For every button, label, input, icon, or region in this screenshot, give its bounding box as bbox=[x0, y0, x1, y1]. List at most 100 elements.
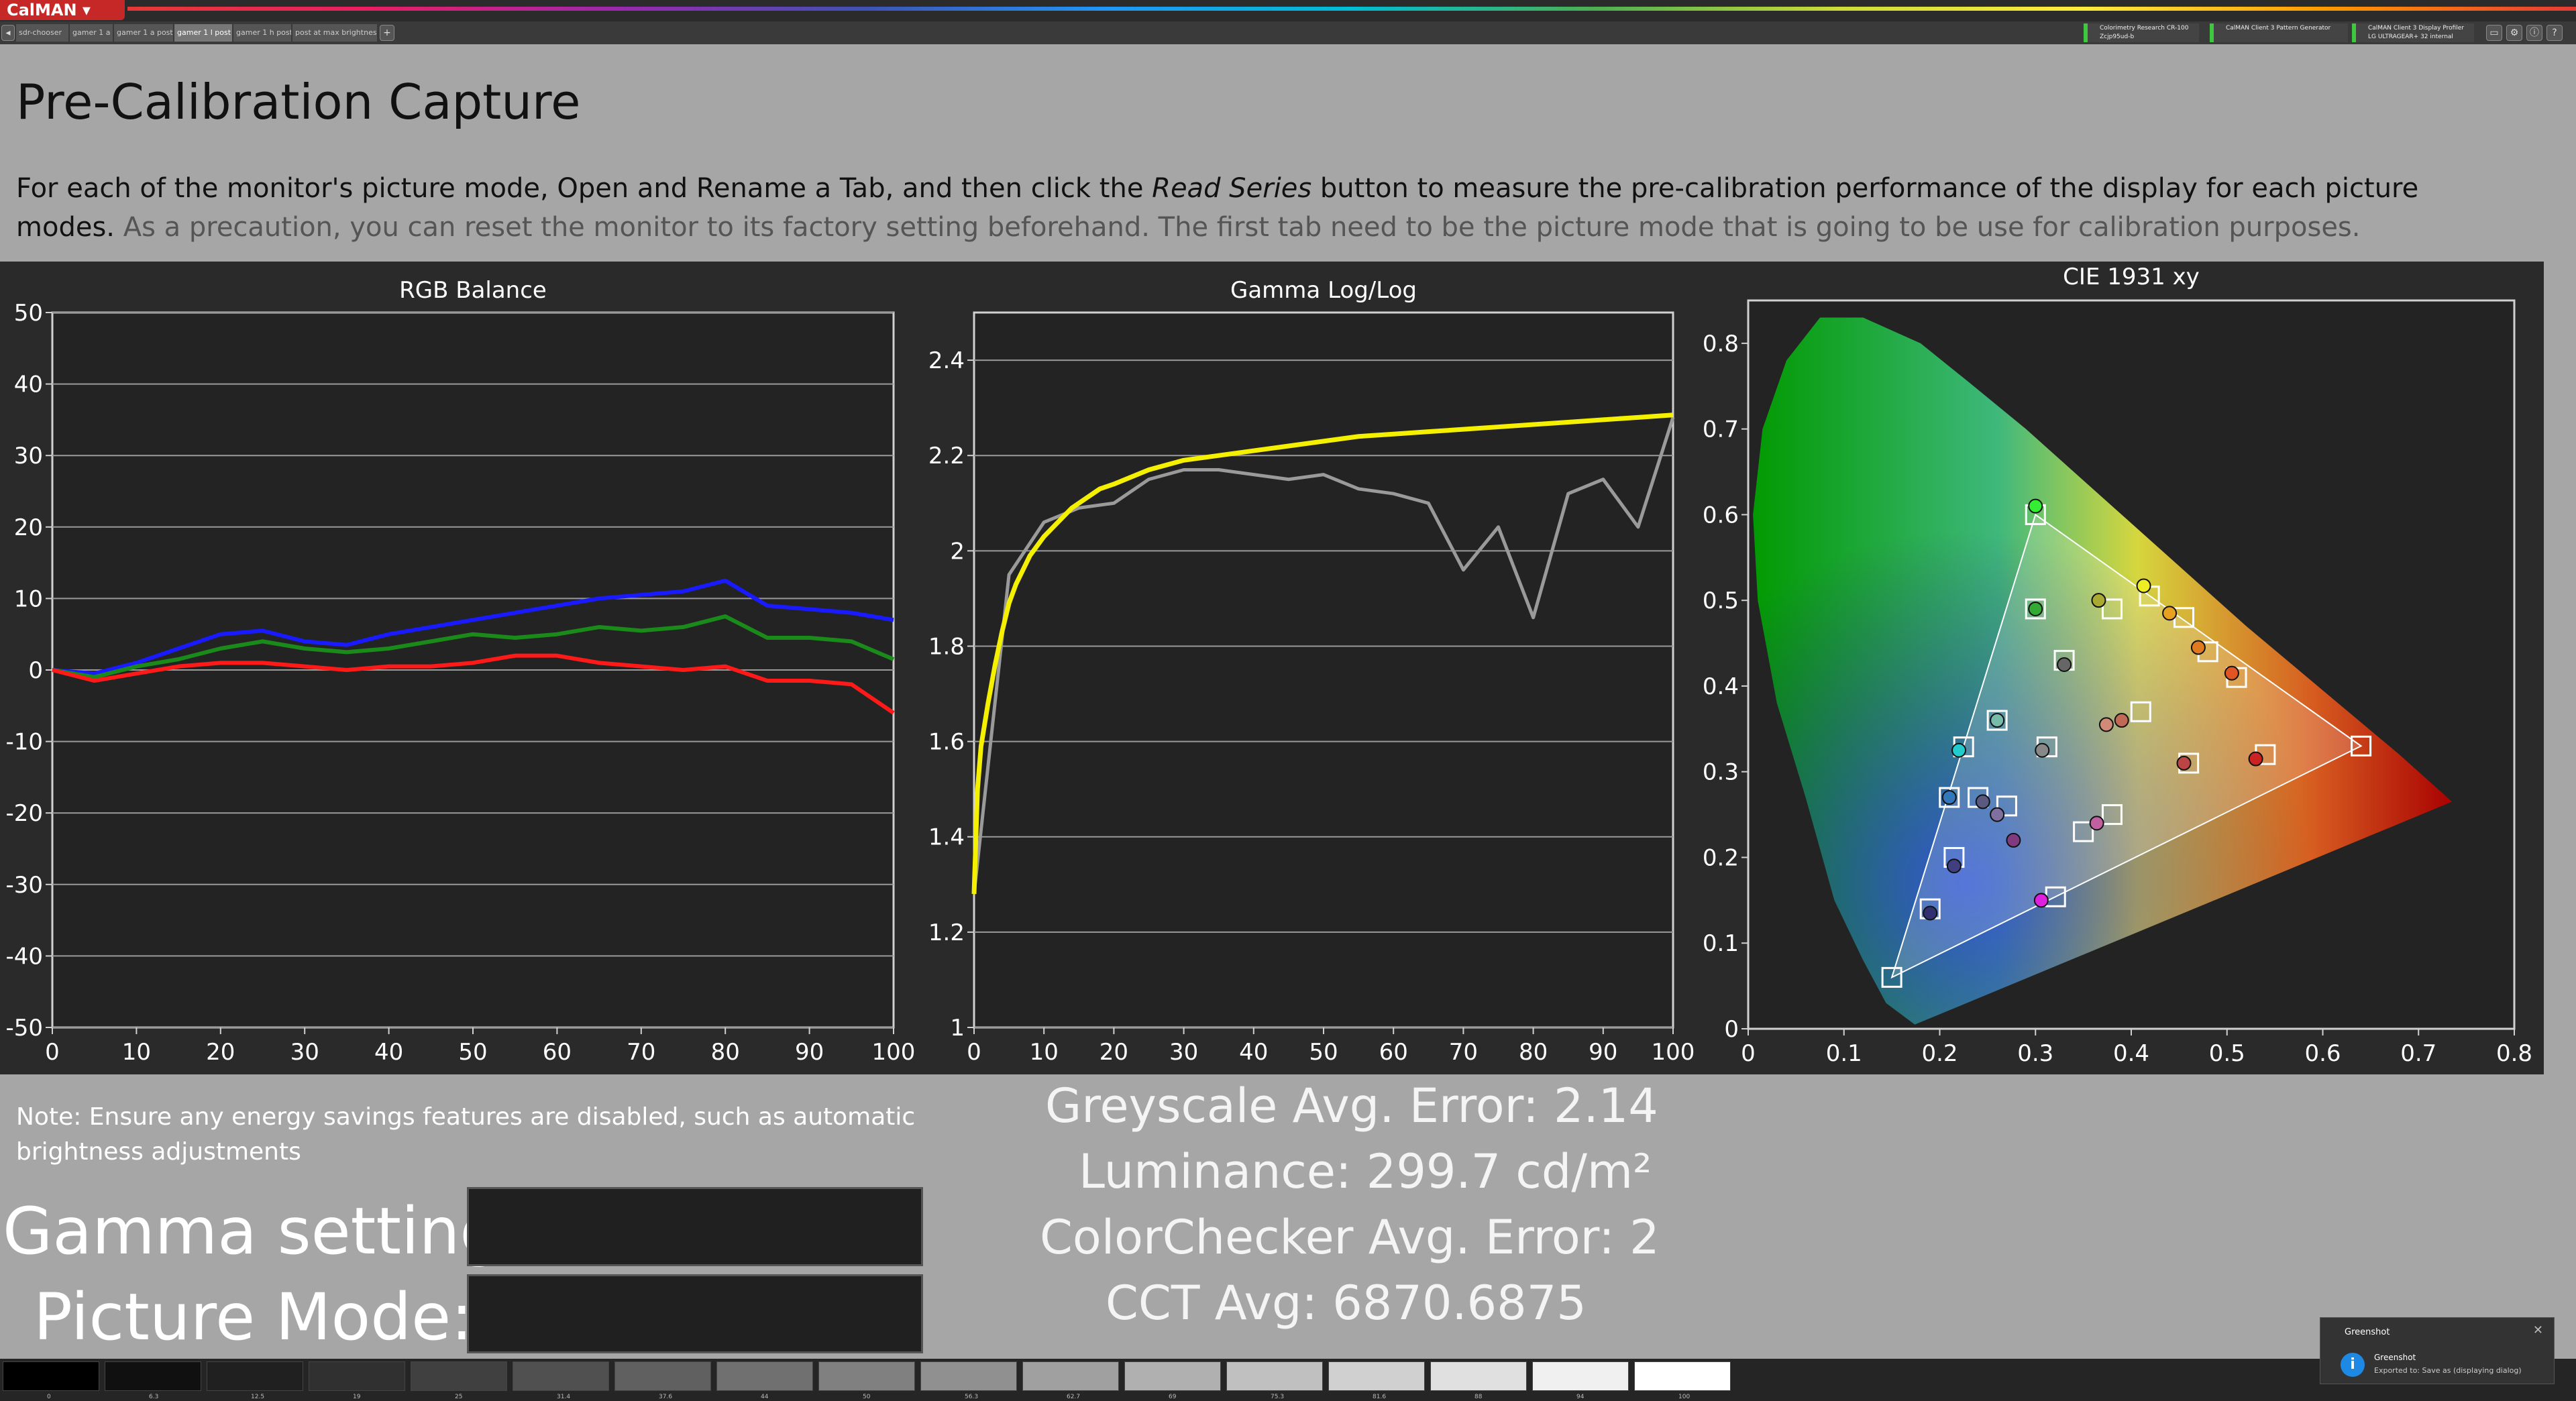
luminance-value: Luminance: 299.7 cd/m² bbox=[1079, 1144, 1652, 1199]
measured-point bbox=[2190, 640, 2206, 655]
greyscale-swatch[interactable] bbox=[3, 1361, 99, 1391]
swatch-label: 19 bbox=[353, 1394, 361, 1400]
measured-point bbox=[2035, 742, 2050, 758]
x-tick-label: 0.8 bbox=[2496, 1040, 2532, 1067]
x-tick-label: 40 bbox=[374, 1039, 403, 1066]
title-bar: CalMAN ▾ bbox=[0, 0, 2576, 21]
greenshot-notification[interactable]: Greenshot ✕ i Greenshot Exported to: Sav… bbox=[2320, 1317, 2555, 1384]
gamma-setting-field[interactable] bbox=[467, 1187, 923, 1266]
calman-logo-menu[interactable]: CalMAN ▾ bbox=[0, 0, 125, 20]
x-tick-label: 0 bbox=[45, 1039, 60, 1066]
measured-point bbox=[2028, 498, 2043, 514]
cie-blue-region bbox=[1753, 317, 2453, 1025]
swatch-label: 100 bbox=[1678, 1394, 1690, 1400]
target-square bbox=[1986, 710, 2008, 731]
plot-area-1 bbox=[973, 311, 1674, 1029]
gamma-target-line bbox=[971, 412, 1674, 895]
greyscale-swatch[interactable] bbox=[716, 1361, 813, 1391]
greyscale-swatch[interactable] bbox=[1634, 1361, 1731, 1391]
y-tick-label: 0 bbox=[28, 657, 43, 684]
pattern-generator-selector[interactable]: CalMAN Client 3 Pattern Generator bbox=[2210, 23, 2348, 42]
x-tick-label: 50 bbox=[1309, 1039, 1338, 1066]
measured-point bbox=[1975, 794, 1990, 809]
y-tick-label: 0 bbox=[1724, 1016, 1739, 1043]
greyscale-swatch[interactable] bbox=[411, 1361, 507, 1391]
picture-mode-field[interactable] bbox=[467, 1274, 923, 1353]
greyscale-swatch[interactable] bbox=[614, 1361, 711, 1391]
display-profiler-selector[interactable]: CalMAN Client 3 Display Profiler LG ULTR… bbox=[2352, 23, 2474, 42]
measured-point bbox=[1990, 713, 2005, 728]
y-tick-label: 0.5 bbox=[1703, 587, 1739, 614]
y-tick-label: 0.4 bbox=[1703, 673, 1739, 700]
target-square bbox=[2073, 821, 2094, 842]
y-tick-label: 1.8 bbox=[928, 633, 965, 660]
greyscale-swatch[interactable] bbox=[1226, 1361, 1323, 1391]
y-tick-label: 10 bbox=[14, 585, 43, 612]
notification-app-name: Greenshot bbox=[2345, 1327, 2390, 1337]
x-tick-label: 80 bbox=[711, 1039, 740, 1066]
read-series-emphasis: Read Series bbox=[1152, 173, 1312, 204]
x-tick-label: 30 bbox=[1169, 1039, 1198, 1066]
monitor-icon[interactable]: ▭ bbox=[2486, 25, 2502, 41]
y-tick-label: 1.4 bbox=[928, 824, 965, 851]
measured-point bbox=[2028, 601, 2043, 616]
x-tick-label: 100 bbox=[872, 1039, 916, 1066]
greyscale-swatch[interactable] bbox=[1430, 1361, 1527, 1391]
greyscale-swatch[interactable] bbox=[818, 1361, 915, 1391]
picture-mode-label: Picture Mode: bbox=[34, 1280, 473, 1355]
info-icon[interactable]: ⓘ bbox=[2526, 25, 2542, 41]
tab-scroll-left-icon[interactable]: ◂ bbox=[1, 25, 15, 41]
x-tick-label: 0.5 bbox=[2209, 1040, 2245, 1067]
tab-gamer-1-a[interactable]: gamer 1 a bbox=[70, 24, 113, 42]
y-tick-label: 0.7 bbox=[1703, 416, 1739, 443]
greyscale-swatch[interactable] bbox=[1532, 1361, 1629, 1391]
measured-point bbox=[2224, 665, 2239, 681]
x-tick-label: 10 bbox=[1030, 1039, 1059, 1066]
y-tick-label: -10 bbox=[5, 729, 43, 756]
greyscale-swatch[interactable] bbox=[1328, 1361, 1425, 1391]
x-tick-label: 50 bbox=[458, 1039, 487, 1066]
swatch-label: 56.3 bbox=[965, 1394, 979, 1400]
tab-sdr-chooser[interactable]: sdr-chooser bbox=[16, 24, 68, 42]
greyscale-swatch[interactable] bbox=[920, 1361, 1017, 1391]
greyscale-swatch[interactable] bbox=[1022, 1361, 1119, 1391]
x-tick-label: 0.4 bbox=[2113, 1040, 2149, 1067]
y-tick-label: 30 bbox=[14, 443, 43, 469]
help-icon[interactable]: ? bbox=[2546, 25, 2563, 41]
measured-point bbox=[2057, 657, 2072, 672]
greyscale-swatch[interactable] bbox=[1124, 1361, 1221, 1391]
swatch-label: 88 bbox=[1474, 1394, 1483, 1400]
meter-device-selector[interactable]: Colorimetry Research CR-100 Zcjp95ud-b bbox=[2084, 23, 2199, 42]
tab-gamer-1-a-post[interactable]: gamer 1 a post bbox=[114, 24, 173, 42]
description-text-2: button to measure the pre-calibration pe… bbox=[16, 173, 2419, 243]
x-tick-label: 40 bbox=[1239, 1039, 1268, 1066]
y-tick-label: 0.8 bbox=[1703, 331, 1739, 357]
tab-gamer-1-h-post[interactable]: gamer 1 h post bbox=[233, 24, 291, 42]
charts-panel: 50 40 30 20 10 0 -10 -20 -30 -40 -50 0 10 20 30 40 50 60 7… bbox=[0, 262, 2544, 1074]
x-tick-label: 80 bbox=[1519, 1039, 1548, 1066]
y-tick-label: 2.2 bbox=[928, 443, 965, 469]
add-tab-icon[interactable]: + bbox=[380, 25, 394, 41]
tab-gamer-1-l-post[interactable]: gamer 1 l post bbox=[174, 24, 232, 42]
y-tick-label: 0.2 bbox=[1703, 844, 1739, 871]
measured-point bbox=[1941, 790, 1957, 805]
tab-post-at-max-brightness[interactable]: post at max brightness bbox=[292, 24, 377, 42]
x-tick-label: 30 bbox=[290, 1039, 319, 1066]
greyscale-swatch[interactable] bbox=[309, 1361, 405, 1391]
measured-point bbox=[2248, 751, 2263, 767]
pattern-generator-name: CalMAN Client 3 Pattern Generator bbox=[2226, 25, 2331, 32]
notification-close-icon[interactable]: ✕ bbox=[2532, 1323, 2543, 1337]
swatch-label: 50 bbox=[863, 1394, 871, 1400]
colorchecker-avg-error: ColorChecker Avg. Error: 2 bbox=[1040, 1210, 1660, 1265]
target-square bbox=[2101, 598, 2123, 620]
measured-point bbox=[1946, 858, 1962, 874]
greyscale-swatch[interactable] bbox=[207, 1361, 303, 1391]
greyscale-swatch[interactable] bbox=[105, 1361, 201, 1391]
swatch-label: 25 bbox=[455, 1394, 463, 1400]
greyscale-swatch[interactable] bbox=[513, 1361, 609, 1391]
settings-gear-icon[interactable]: ⚙ bbox=[2506, 25, 2522, 41]
target-square bbox=[1939, 787, 1960, 808]
x-tick-label: 0 bbox=[967, 1039, 981, 1066]
swatch-label: 69 bbox=[1169, 1394, 1177, 1400]
gamma-measured-line bbox=[972, 416, 1675, 895]
